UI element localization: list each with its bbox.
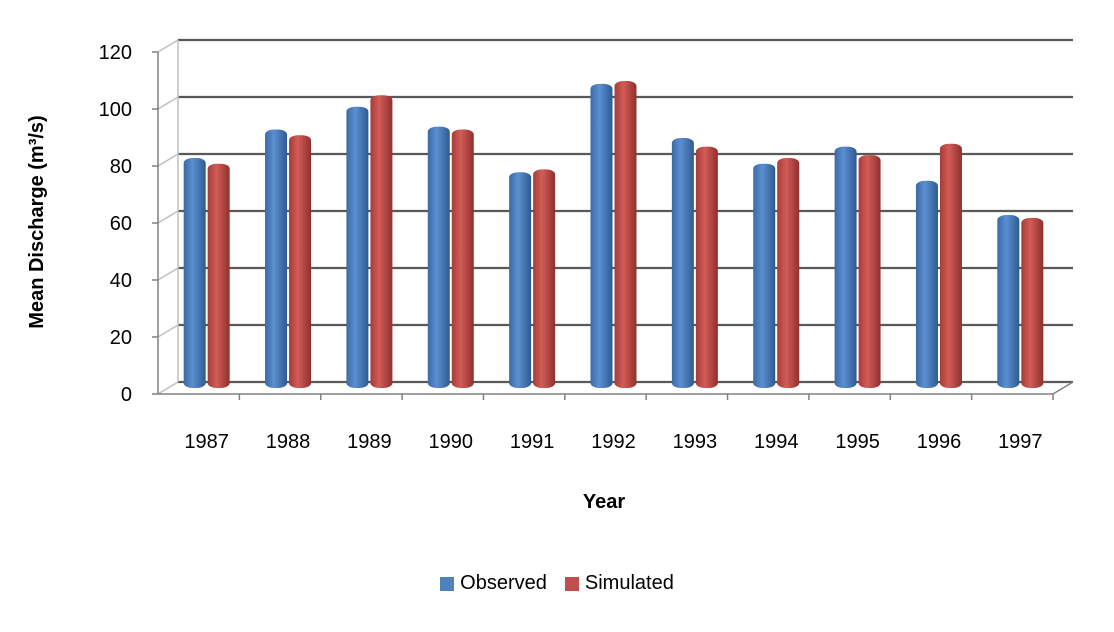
x-tick-label: 1992 — [591, 431, 636, 453]
bar-simulated-1995 — [858, 155, 881, 388]
bar-observed-1991 — [509, 172, 532, 388]
gridline-diagonal — [157, 39, 179, 53]
bar-observed-1994 — [753, 163, 776, 388]
x-tick-label: 1991 — [510, 431, 555, 453]
floor-edge — [1052, 381, 1074, 395]
bar-simulated-1988 — [289, 135, 312, 388]
bar-simulated-1991 — [533, 169, 556, 388]
bar-observed-1988 — [265, 129, 288, 388]
x-tick-label: 1995 — [835, 431, 880, 453]
legend-swatch-simulated — [564, 576, 579, 591]
y-tick-label: 0 — [121, 384, 132, 406]
y-tick-label: 20 — [110, 327, 132, 349]
gridline-diagonal — [157, 324, 179, 338]
legend: Observed Simulated — [0, 572, 1114, 595]
bar-simulated-1993 — [695, 146, 718, 388]
bar-simulated-1990 — [451, 129, 474, 388]
legend-item-simulated: Simulated — [564, 572, 674, 595]
gridline-diagonal — [157, 381, 179, 395]
bar-observed-1990 — [427, 126, 450, 389]
axes — [152, 40, 1074, 400]
x-tick-label: 1990 — [429, 431, 474, 453]
legend-label-simulated: Simulated — [584, 572, 674, 594]
gridline-diagonal — [157, 96, 179, 110]
x-axis-title: Year — [583, 491, 625, 513]
bar-simulated-1987 — [207, 163, 230, 388]
bar-simulated-1996 — [939, 143, 962, 388]
bar-observed-1987 — [183, 158, 206, 388]
bar-observed-1989 — [346, 106, 369, 388]
gridline-diagonal — [157, 210, 179, 224]
x-tick-label: 1997 — [998, 431, 1043, 453]
bars — [183, 81, 1044, 389]
legend-label-observed: Observed — [460, 572, 547, 594]
bar-simulated-1994 — [777, 158, 800, 388]
bar-simulated-1989 — [370, 95, 393, 389]
x-tick-label: 1988 — [266, 431, 311, 453]
y-tick-labels: 0 20 40 60 80 100 120 — [99, 42, 132, 406]
x-tick-label: 1994 — [754, 431, 799, 453]
bar-observed-1995 — [834, 146, 857, 388]
y-tick-label: 60 — [110, 213, 132, 235]
y-axis-title: Mean Discharge (m³/s) — [26, 115, 48, 328]
y-tick-label: 100 — [99, 99, 132, 121]
y-tick-label: 80 — [110, 156, 132, 178]
x-tick-label: 1996 — [917, 431, 962, 453]
legend-swatch-observed — [440, 576, 455, 591]
x-tick-label: 1989 — [347, 431, 392, 453]
bar-observed-1993 — [671, 138, 694, 388]
bar-simulated-1997 — [1021, 217, 1044, 388]
legend-item-observed: Observed — [440, 572, 547, 595]
gridline-diagonal — [157, 267, 179, 281]
x-tick-labels: 1987 1988 1989 1990 1991 1992 1993 1994 1995 1996… — [184, 431, 1042, 453]
bar-observed-1996 — [915, 180, 938, 388]
y-tick-label: 40 — [110, 270, 132, 292]
bar-observed-1992 — [590, 83, 613, 389]
bar-observed-1997 — [997, 215, 1020, 388]
x-tick-label: 1987 — [184, 431, 229, 453]
gridline-diagonal — [157, 153, 179, 167]
bar-simulated-1992 — [614, 81, 637, 389]
x-tick-label: 1993 — [673, 431, 718, 453]
y-tick-label: 120 — [99, 42, 132, 64]
